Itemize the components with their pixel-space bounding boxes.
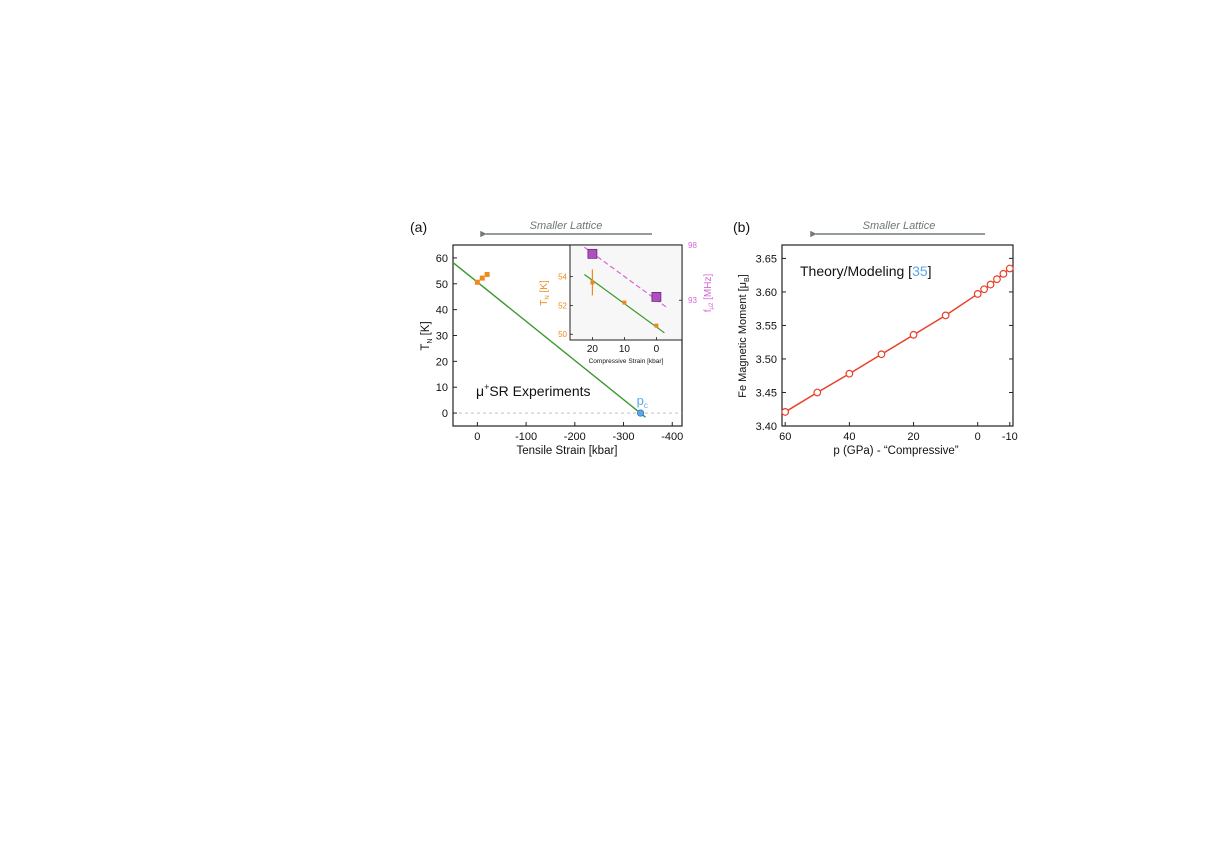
theory-data-point <box>999 269 1008 278</box>
y-tick-label: 10 <box>436 382 448 394</box>
theory-data-point <box>986 280 995 289</box>
inset-x-tick-label: 10 <box>619 344 631 355</box>
inset-frame <box>569 244 683 341</box>
theory-data-point <box>993 275 1001 284</box>
panel-a: (a) Smaller Lattice 0 -100 -200 -300 -400 0 1… <box>410 219 715 457</box>
smaller-lattice-label-b: Smaller Lattice <box>863 220 936 232</box>
critical-pressure-label: pc <box>637 393 648 410</box>
x-tick-label: 60 <box>779 431 791 443</box>
inset-x-tick-label: 0 <box>654 344 660 355</box>
inset-data-marks <box>587 248 662 328</box>
theory-data-point <box>845 369 854 378</box>
theory-x-axis-label: p (GPa) - “Compressive” <box>833 445 958 457</box>
x-tick-label: -300 <box>613 431 635 443</box>
x-tick-label: 40 <box>843 431 855 443</box>
inset-x-axis-label: Compressive Strain [kbar] <box>589 358 664 365</box>
y-tick-label: 3.65 <box>756 253 777 265</box>
inset-right-y-ticks: 93 98 <box>679 241 697 305</box>
x-tick-label: 20 <box>907 431 919 443</box>
y-tick-label: 20 <box>436 356 448 368</box>
y-tick-label: 50 <box>436 279 448 291</box>
x-tick-label: 0 <box>474 431 480 443</box>
y-tick-label: 3.60 <box>756 287 777 299</box>
inset-left-y-axis-label: TN [K] <box>539 280 551 306</box>
theory-data-point <box>980 285 989 294</box>
inset-left-tick-label: 50 <box>558 330 567 339</box>
critical-pressure-point <box>636 409 645 417</box>
smaller-lattice-label-a: Smaller Lattice <box>530 220 603 232</box>
inset-frequency-point <box>587 248 598 259</box>
inset-x-ticks: 20 10 0 <box>587 337 660 355</box>
theory-data-point <box>781 408 790 416</box>
inset-frequency-point <box>651 292 662 302</box>
panel-b: (b) Smaller Lattice 60 40 20 0 -10 3.403.453… <box>733 219 1018 457</box>
y-tick-label: 3.50 <box>756 354 777 366</box>
x-tick-label: -400 <box>661 431 683 443</box>
theory-data-point <box>909 330 918 339</box>
main-y-axis-label: TN [K] <box>420 321 434 350</box>
main-x-ticks: 0 -100 -200 -300 -400 <box>474 422 683 443</box>
inset-tn-point <box>654 323 659 328</box>
theory-y-ticks: 3.40 3.45 3.50 3.55 3.60 3.65 <box>756 253 1013 433</box>
x-tick-label: -100 <box>515 431 537 443</box>
tn-data-point <box>479 275 485 281</box>
inset-left-tick-label: 52 <box>558 301 567 310</box>
x-tick-label: -200 <box>564 431 586 443</box>
inset-right-tick-label: 93 <box>688 296 697 305</box>
theory-y-axis-label: Fe Magnetic Moment [μB] <box>737 274 751 398</box>
inset-plot: 20 10 0 50 52 54 93 98 Compressive Strain [kb… <box>539 241 715 365</box>
y-tick-label: 3.40 <box>756 421 777 433</box>
theory-data-point <box>877 350 886 359</box>
theory-data-point <box>973 290 982 298</box>
theory-data-marks <box>781 264 1014 416</box>
y-tick-label: 30 <box>436 331 448 343</box>
tn-data-point <box>484 271 490 277</box>
inset-tn-point <box>622 300 627 305</box>
theory-data-point <box>813 388 822 397</box>
panel-a-label: (a) <box>410 219 427 235</box>
main-y-ticks: 0 10 20 30 40 50 60 <box>436 253 457 420</box>
theory-plot-frame <box>781 244 1014 427</box>
inset-right-tick-label: 98 <box>688 241 697 250</box>
main-fit-line <box>452 262 646 418</box>
y-tick-label: 3.55 <box>756 320 777 332</box>
y-tick-label: 3.45 <box>756 387 777 399</box>
x-tick-label: 0 <box>975 431 981 443</box>
main-data-marks <box>474 271 645 417</box>
theory-data-point <box>1005 264 1014 273</box>
inset-left-tick-label: 54 <box>558 273 567 282</box>
y-tick-label: 0 <box>442 408 448 420</box>
tn-data-point <box>474 279 480 285</box>
panel-b-label: (b) <box>733 219 750 235</box>
x-tick-label: -10 <box>1002 431 1018 443</box>
theory-data-point <box>941 311 950 320</box>
y-tick-label: 60 <box>436 253 448 265</box>
experiments-annotation: μ+SR Experiments <box>476 382 591 399</box>
theory-x-ticks: 60 40 20 0 -10 <box>779 422 1018 443</box>
inset-left-y-ticks: 50 52 54 <box>558 273 573 339</box>
y-tick-label: 40 <box>436 305 448 317</box>
inset-tn-point <box>590 280 595 285</box>
inset-x-tick-label: 20 <box>587 344 599 355</box>
main-x-axis-label: Tensile Strain [kbar] <box>517 445 618 457</box>
theory-annotation: Theory/Modeling [35] <box>800 263 932 279</box>
inset-right-y-axis-label: fμ2 [MHz] <box>703 274 715 313</box>
